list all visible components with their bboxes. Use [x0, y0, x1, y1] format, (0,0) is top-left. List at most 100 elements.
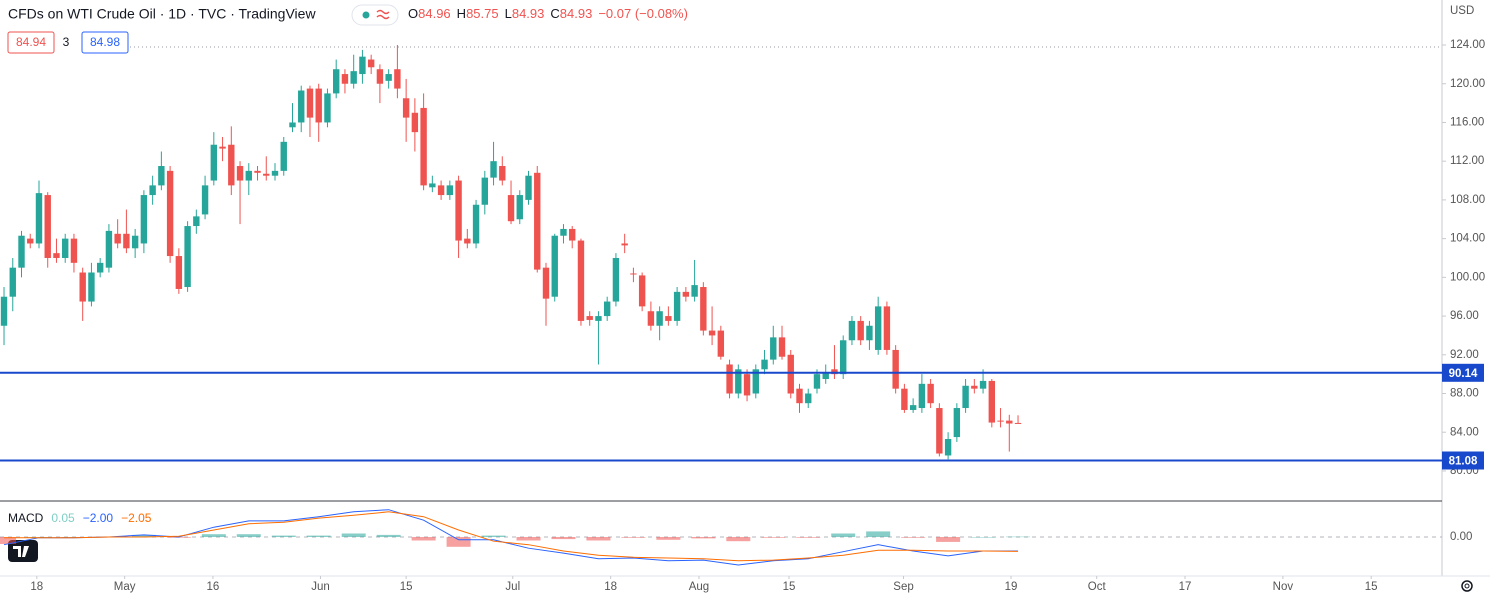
- candle-body: [236, 166, 244, 181]
- macd-legend-value: −2.05: [121, 511, 152, 525]
- candle-body: [123, 233, 130, 249]
- macd-histogram-bar: [761, 536, 786, 538]
- change: −0.07 (−0.08%): [598, 6, 688, 21]
- candle-body: [551, 235, 558, 297]
- ohlc-value: 84.96: [418, 6, 451, 21]
- candle-body: [70, 238, 78, 263]
- x-tick-label: Jun: [311, 581, 330, 593]
- ohlc-label: L: [505, 6, 512, 21]
- candle-body: [332, 69, 340, 94]
- macd-histogram-bar: [551, 536, 576, 540]
- ohlc-value: 85.75: [466, 6, 499, 21]
- candle-body: [735, 369, 742, 394]
- ask-price: 84.98: [90, 35, 120, 49]
- ask-box[interactable]: [81, 31, 129, 54]
- y-tick-label: 112.00: [1450, 155, 1484, 167]
- candle-body: [385, 74, 392, 81]
- candle-body: [481, 177, 489, 205]
- candle-body: [892, 349, 899, 389]
- macd-tick-label: 0.00: [1450, 531, 1472, 543]
- ohlc-label: C: [550, 6, 559, 21]
- y-tick-label: 120.00: [1450, 78, 1485, 90]
- x-tick-label: May: [114, 581, 136, 593]
- x-tick-label: 17: [1179, 581, 1192, 593]
- candle-body: [726, 364, 733, 394]
- macd-histogram-bar: [446, 536, 471, 547]
- status-pill[interactable]: [351, 4, 399, 26]
- macd-histogram-bar: [0, 536, 17, 544]
- candle-body: [682, 291, 690, 297]
- macd-histogram-bar: [656, 536, 681, 540]
- candle-body: [918, 383, 926, 409]
- macd-legend: MACD 0.05 −2.00 −2.05: [8, 511, 152, 525]
- candle-body: [621, 243, 628, 246]
- y-tick-label: 104.00: [1450, 233, 1485, 245]
- ohlc-value: 84.93: [560, 6, 593, 21]
- candle-body: [630, 273, 637, 275]
- macd-histogram-bar: [376, 534, 401, 537]
- candle-body: [324, 93, 331, 123]
- candle-body: [263, 173, 270, 176]
- candle-body: [298, 90, 305, 123]
- x-tick-label: 15: [783, 581, 796, 593]
- candle-body: [254, 170, 261, 173]
- header: CFDs on WTI Crude Oil · 1D · TVC · Tradi…: [7, 4, 1474, 592]
- level-label-bg: [1442, 451, 1484, 470]
- candle-body: [193, 216, 200, 227]
- y-tick-label: 88.00: [1450, 388, 1479, 400]
- macd-histogram-bar: [971, 536, 996, 538]
- macd-histogram-bar: [866, 531, 891, 537]
- market-open-dot: [362, 11, 370, 19]
- candle-body: [525, 175, 532, 200]
- macd-histogram-bar: [201, 534, 226, 537]
- macd-histogram-bar: [131, 534, 156, 537]
- candle-body: [691, 285, 698, 297]
- candle-body: [271, 170, 279, 176]
- candle-body: [79, 272, 86, 302]
- level-label-bg: [1442, 363, 1484, 382]
- candle-body: [166, 170, 174, 257]
- macd-histogram-bar: [271, 535, 296, 537]
- macd-histogram-bar: [1006, 536, 1031, 538]
- macd-histogram-bar: [901, 536, 926, 538]
- candle-body: [18, 235, 25, 268]
- candle-body: [857, 320, 864, 341]
- candle-body: [359, 56, 366, 75]
- macd-histogram-bar: [306, 535, 331, 537]
- candle-body: [743, 374, 751, 396]
- candle-body: [341, 74, 349, 84]
- bid-price: 84.94: [16, 35, 46, 49]
- currency-label[interactable]: USD: [1450, 5, 1474, 17]
- candle-body: [245, 170, 252, 181]
- candle-body: [874, 306, 882, 350]
- candle-body: [560, 228, 567, 236]
- macd-legend-value: 0.05: [51, 511, 75, 525]
- candle-body: [717, 330, 725, 357]
- candle-body: [603, 301, 611, 317]
- candle-body: [673, 291, 681, 321]
- candle-body: [936, 408, 943, 454]
- candle-body: [455, 180, 462, 241]
- candle-body: [866, 325, 873, 341]
- macd-histogram-bar: [236, 534, 261, 537]
- settings-icon[interactable]: [1461, 580, 1473, 592]
- macd-histogram-bar: [411, 536, 436, 541]
- candle-body: [9, 267, 16, 297]
- candle-body: [927, 383, 934, 404]
- x-tick-label: Nov: [1273, 581, 1294, 593]
- candle-body: [822, 372, 829, 379]
- candle-body: [507, 195, 515, 222]
- candle-body: [184, 226, 191, 288]
- candle-body: [569, 228, 576, 241]
- macd-histogram-bar: [516, 536, 541, 541]
- candle-body: [105, 230, 113, 268]
- macd-legend-value: −2.00: [83, 511, 114, 525]
- candle-body: [219, 146, 226, 149]
- candle-body: [953, 408, 961, 438]
- bid-box[interactable]: [7, 31, 55, 54]
- x-tick-label: 18: [30, 581, 43, 593]
- candle-body: [708, 330, 716, 336]
- candle-body: [96, 262, 104, 273]
- candle-body: [131, 235, 139, 249]
